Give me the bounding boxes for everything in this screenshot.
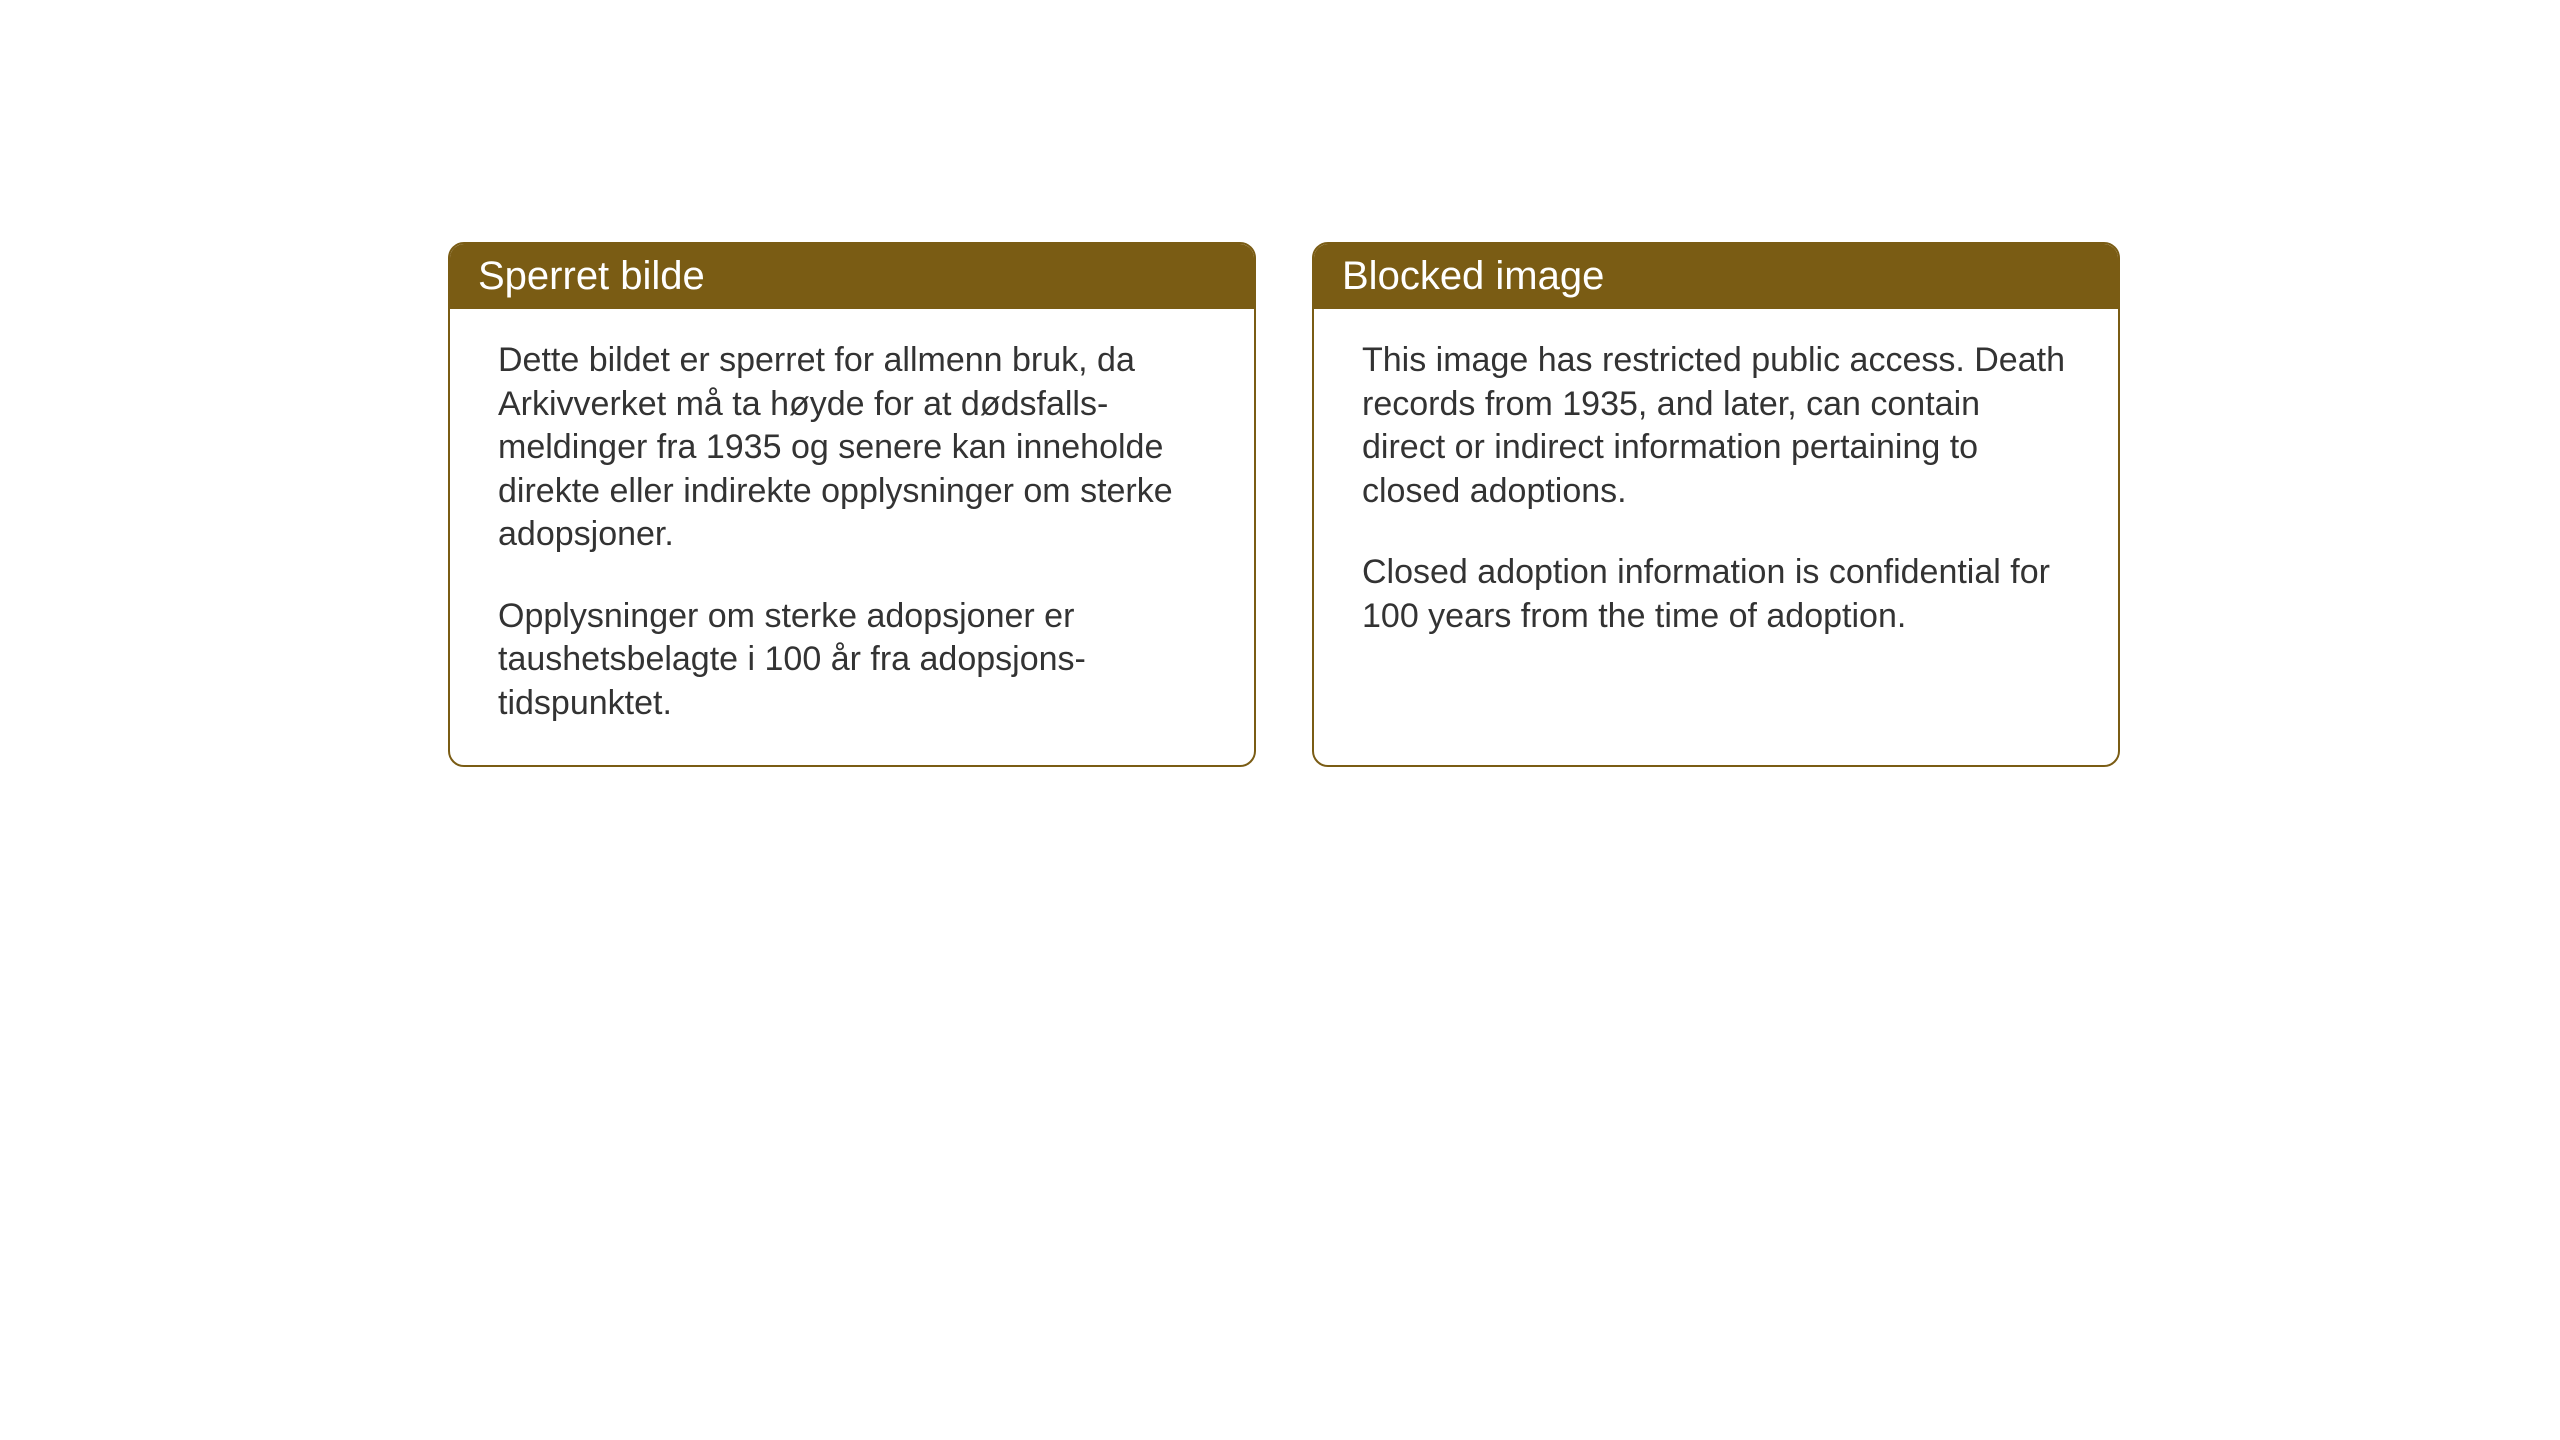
notice-card-norwegian: Sperret bilde Dette bildet er sperret fo…: [448, 242, 1256, 767]
notice-container: Sperret bilde Dette bildet er sperret fo…: [448, 242, 2120, 767]
card-body-left: Dette bildet er sperret for allmenn bruk…: [450, 309, 1254, 765]
card-left-paragraph-2: Opplysninger om sterke adopsjoner er tau…: [498, 595, 1206, 726]
card-title-right: Blocked image: [1342, 254, 1604, 298]
card-body-right: This image has restricted public access.…: [1314, 309, 2118, 678]
notice-card-english: Blocked image This image has restricted …: [1312, 242, 2120, 767]
card-title-left: Sperret bilde: [478, 254, 705, 298]
card-header-right: Blocked image: [1314, 244, 2118, 309]
card-right-paragraph-1: This image has restricted public access.…: [1362, 339, 2070, 513]
card-header-left: Sperret bilde: [450, 244, 1254, 309]
card-right-paragraph-2: Closed adoption information is confident…: [1362, 551, 2070, 638]
card-left-paragraph-1: Dette bildet er sperret for allmenn bruk…: [498, 339, 1206, 557]
